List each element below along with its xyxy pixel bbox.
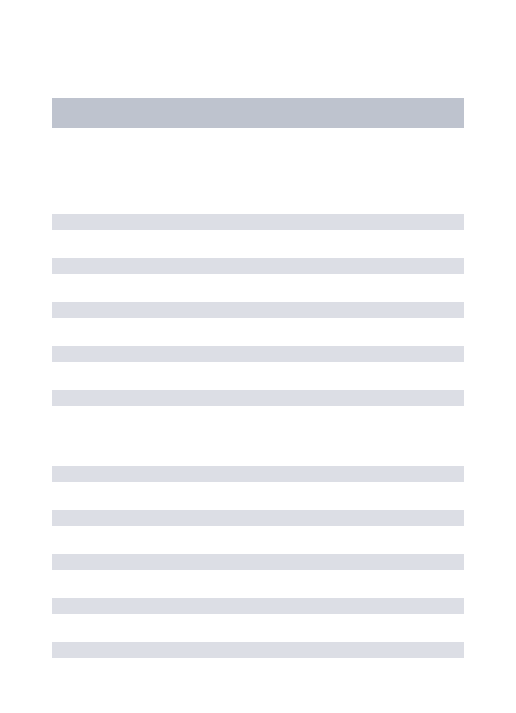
skeleton-line bbox=[52, 302, 464, 318]
skeleton-line bbox=[52, 214, 464, 230]
section-spacer bbox=[52, 434, 464, 466]
skeleton-line bbox=[52, 642, 464, 658]
skeleton-line bbox=[52, 390, 464, 406]
skeleton-section-1 bbox=[52, 214, 464, 406]
skeleton-section-2 bbox=[52, 466, 464, 658]
skeleton-line bbox=[52, 510, 464, 526]
skeleton-line bbox=[52, 466, 464, 482]
skeleton-line bbox=[52, 554, 464, 570]
skeleton-line bbox=[52, 598, 464, 614]
skeleton-title-bar bbox=[52, 98, 464, 128]
skeleton-document bbox=[0, 0, 516, 658]
skeleton-line bbox=[52, 258, 464, 274]
skeleton-line bbox=[52, 346, 464, 362]
